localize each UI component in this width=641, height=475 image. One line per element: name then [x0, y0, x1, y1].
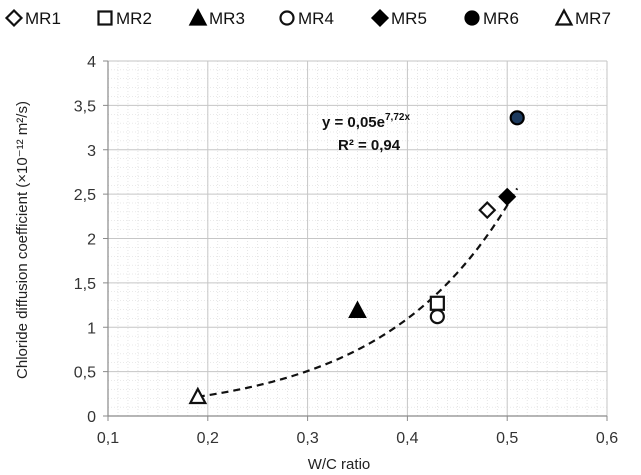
data-point-mr4	[429, 309, 445, 325]
legend-item-mr4: MR4	[279, 9, 334, 28]
legend-label-mr4: MR4	[298, 9, 334, 28]
legend-marker-mr3	[188, 8, 208, 26]
data-point-mr5	[498, 187, 517, 206]
tick-labels: 0,1 0,2 0,3 0,4 0,5 0,6 0 0,5 1 1,5 2 2,5 3 3,5 4	[74, 54, 618, 447]
x-tick-label: 0,5	[496, 430, 518, 447]
equation-exponent: 7,72x	[385, 112, 410, 123]
y-tick-label: 0,5	[74, 365, 96, 382]
legend-marker-mr1	[4, 8, 24, 28]
data-point-mr2	[429, 295, 445, 311]
legend-item-mr5: MR5	[370, 8, 427, 28]
x-tick-label: 0,2	[197, 430, 219, 447]
equation-prefix: y = 0,05e	[322, 114, 385, 131]
legend-item-mr1: MR1	[4, 8, 61, 28]
equation-text: y = 0,05e7,72x	[322, 112, 410, 131]
legend-label-mr6: MR6	[483, 9, 519, 28]
x-axis-title: W/C ratio	[308, 456, 371, 473]
legend-label-mr7: MR7	[575, 9, 611, 28]
x-tick-label: 0,1	[97, 430, 119, 447]
data-points	[188, 110, 525, 405]
grid	[107, 60, 608, 417]
legend-label-mr5: MR5	[391, 9, 427, 28]
trendline	[197, 187, 519, 398]
legend-label-mr2: MR2	[116, 9, 152, 28]
legend-marker-mr6	[464, 10, 480, 26]
legend-item-mr3: MR3	[188, 8, 245, 28]
x-tick-label: 0,3	[296, 430, 318, 447]
legend-label-mr1: MR1	[25, 9, 61, 28]
legend-marker-mr2	[97, 10, 113, 26]
y-tick-label: 1	[87, 320, 96, 337]
legend-marker-mr7	[554, 8, 574, 26]
y-axis-title: Chloride diffusion coefficient (×10⁻¹² m…	[14, 101, 31, 379]
legend-item-mr2: MR2	[97, 9, 152, 28]
legend-marker-mr4	[279, 10, 295, 26]
y-tick-label: 3	[87, 143, 96, 160]
legend-item-mr6: MR6	[464, 9, 519, 28]
x-tick-label: 0,6	[596, 430, 618, 447]
legend-label-mr3: MR3	[209, 9, 245, 28]
x-tick-label: 0,4	[396, 430, 418, 447]
data-point-mr6	[509, 110, 525, 126]
legend: MR1 MR2 MR3 MR4 MR5 MR6 MR7	[4, 8, 611, 28]
data-point-mr3	[348, 300, 367, 318]
y-tick-label: 3,5	[74, 98, 96, 115]
y-tick-label: 4	[87, 54, 96, 71]
r-squared-text: R² = 0,94	[338, 137, 401, 154]
legend-marker-mr5	[370, 8, 390, 28]
trendline-equation: y = 0,05e7,72x R² = 0,94	[322, 112, 410, 154]
y-tick-label: 2,5	[74, 187, 96, 204]
legend-item-mr7: MR7	[554, 8, 611, 28]
y-tick-label: 1,5	[74, 276, 96, 293]
y-tick-label: 2	[87, 232, 96, 249]
y-tick-label: 0	[87, 409, 96, 426]
axes	[103, 60, 608, 421]
data-point-mr7	[188, 386, 208, 405]
data-point-mr1	[478, 201, 497, 220]
